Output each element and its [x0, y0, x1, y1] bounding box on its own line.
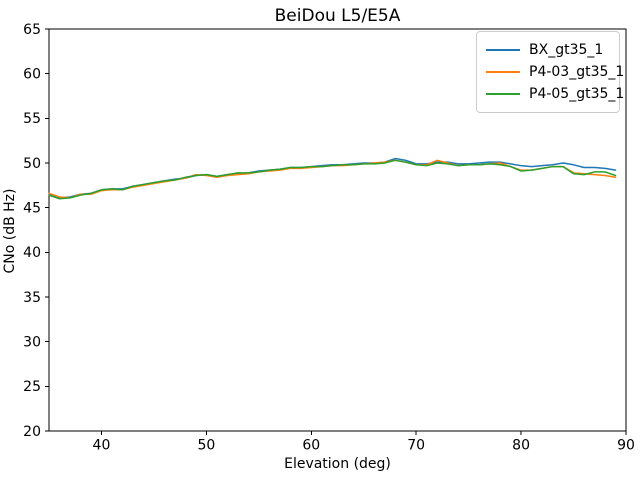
y-axis-label: CNo (dB Hz) — [2, 188, 18, 274]
svg-text:50: 50 — [23, 156, 41, 172]
svg-text:65: 65 — [23, 22, 41, 38]
svg-text:70: 70 — [407, 438, 425, 454]
legend-line-swatch — [486, 93, 520, 95]
svg-text:50: 50 — [197, 438, 215, 454]
legend-label: P4-05_gt35_1 — [529, 86, 625, 102]
svg-text:55: 55 — [23, 111, 41, 127]
legend-label: BX_gt35_1 — [529, 42, 604, 58]
svg-text:60: 60 — [302, 438, 320, 454]
svg-text:25: 25 — [23, 379, 41, 395]
legend: BX_gt35_1 P4-03_gt35_1 P4-05_gt35_1 — [476, 31, 624, 113]
svg-text:90: 90 — [617, 438, 635, 454]
svg-text:30: 30 — [23, 335, 41, 351]
legend-entry: P4-05_gt35_1 — [486, 83, 624, 105]
legend-entry: BX_gt35_1 — [486, 39, 609, 61]
x-axis-label: Elevation (deg) — [284, 456, 391, 472]
svg-text:40: 40 — [93, 438, 111, 454]
svg-text:40: 40 — [23, 245, 41, 261]
svg-text:20: 20 — [23, 424, 41, 440]
svg-text:60: 60 — [23, 67, 41, 83]
legend-label: P4-03_gt35_1 — [529, 64, 625, 80]
svg-text:80: 80 — [512, 438, 530, 454]
svg-text:45: 45 — [23, 201, 41, 217]
svg-text:35: 35 — [23, 290, 41, 306]
chart-title: BeiDou L5/E5A — [274, 6, 401, 26]
legend-line-swatch — [486, 71, 520, 73]
legend-line-swatch — [486, 49, 520, 51]
legend-entry: P4-03_gt35_1 — [486, 61, 624, 83]
